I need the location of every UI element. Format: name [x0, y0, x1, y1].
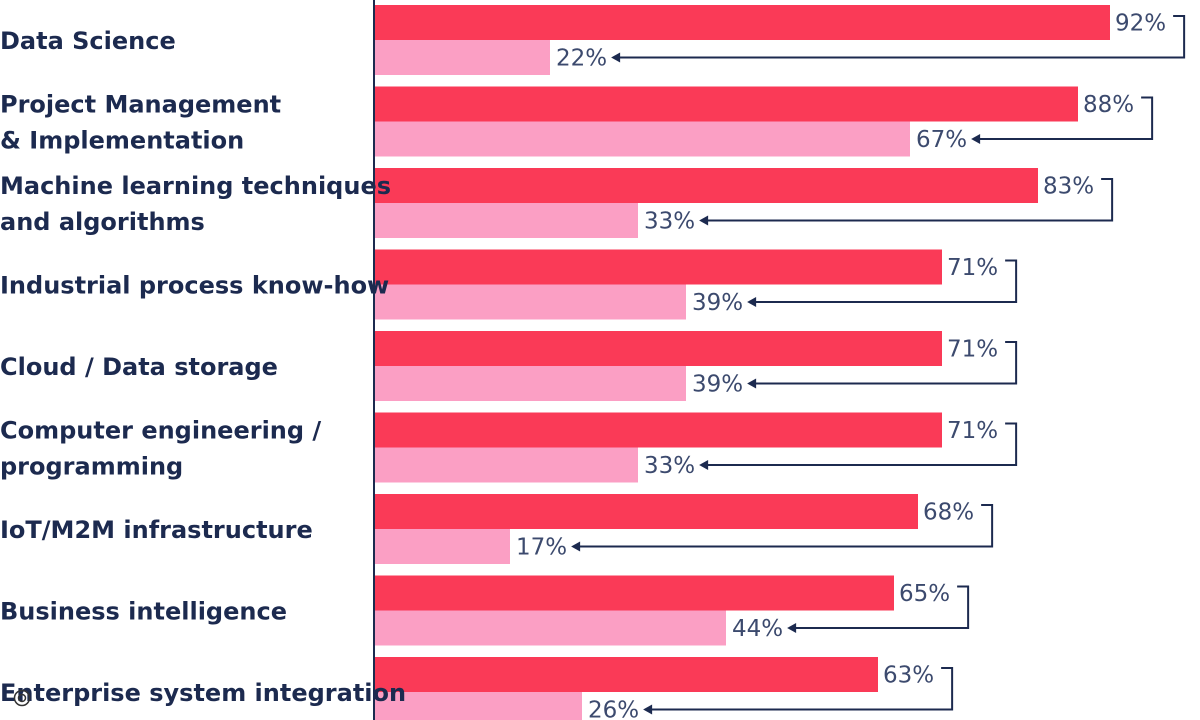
value-label-primary: 88%	[1083, 92, 1134, 118]
value-label-secondary: 22%	[556, 46, 607, 72]
connector-line	[577, 504, 994, 548]
bar-secondary	[374, 366, 686, 401]
bar-secondary	[374, 203, 638, 238]
connector-line	[753, 341, 1018, 385]
category-label: Enterprise system integration	[0, 679, 406, 707]
bar-secondary	[374, 447, 638, 483]
value-label-secondary: 33%	[644, 209, 695, 235]
connector-line	[753, 259, 1018, 303]
value-label-secondary: 17%	[516, 535, 567, 561]
bar-secondary	[374, 692, 582, 720]
bar-primary	[374, 575, 894, 611]
connector-line	[977, 96, 1154, 140]
bar-secondary	[374, 529, 510, 564]
value-label-primary: 92%	[1115, 11, 1166, 37]
category-label: Machine learning techniques	[0, 172, 391, 200]
connector-arrow	[747, 297, 757, 307]
bar-secondary	[374, 40, 550, 75]
bars-layer	[374, 5, 1110, 720]
labels-layer: 92% 22% Data Science 88% 67% Project Manageme…	[0, 11, 1166, 720]
connector-arrow	[747, 378, 757, 389]
value-label-secondary: 39%	[692, 290, 743, 316]
value-label-primary: 68%	[923, 500, 974, 526]
value-label-secondary: 39%	[692, 372, 743, 398]
connector-arrow	[643, 704, 653, 715]
bar-primary	[374, 249, 942, 285]
bar-secondary	[374, 610, 726, 646]
value-label-primary: 71%	[947, 337, 998, 363]
bar-secondary	[374, 121, 910, 157]
value-label-primary: 63%	[883, 663, 934, 689]
connector-arrow	[571, 541, 581, 552]
bar-primary	[374, 657, 878, 692]
value-label-primary: 65%	[899, 581, 950, 607]
bar-primary	[374, 86, 1078, 122]
connector-line	[705, 422, 1018, 466]
value-label-primary: 71%	[947, 418, 998, 444]
value-label-primary: 83%	[1043, 174, 1094, 200]
value-label-secondary: 33%	[644, 453, 695, 479]
connector-arrow	[971, 134, 981, 144]
value-label-secondary: 44%	[732, 616, 783, 642]
bar-secondary	[374, 284, 686, 320]
bar-primary	[374, 412, 942, 448]
value-label-secondary: 67%	[916, 127, 967, 153]
category-label: Cloud / Data storage	[0, 353, 278, 381]
connector-arrow	[699, 460, 709, 470]
connector-arrow	[787, 623, 797, 633]
connector-arrow	[699, 215, 709, 226]
category-label: Business intelligence	[0, 598, 287, 626]
category-label: & Implementation	[0, 127, 244, 155]
target-icon	[13, 689, 31, 707]
connectors-layer	[571, 15, 1186, 715]
value-label-secondary: 26%	[588, 698, 639, 720]
bar-primary	[374, 5, 1110, 40]
bar-primary	[374, 494, 918, 529]
connector-line	[793, 585, 970, 629]
bar-primary	[374, 331, 942, 366]
category-label: programming	[0, 453, 183, 481]
category-label: Project Management	[0, 91, 281, 119]
bar-primary	[374, 168, 1038, 203]
category-label: Industrial process know-how	[0, 272, 389, 300]
category-label: Data Science	[0, 27, 176, 55]
connector-line	[705, 178, 1114, 222]
value-label-primary: 71%	[947, 255, 998, 281]
category-label: and algorithms	[0, 208, 205, 236]
connector-arrow	[611, 52, 621, 63]
category-label: IoT/M2M infrastructure	[0, 516, 313, 544]
connector-line	[617, 15, 1186, 59]
connector-line	[649, 667, 954, 711]
category-label: Computer engineering /	[0, 417, 321, 445]
